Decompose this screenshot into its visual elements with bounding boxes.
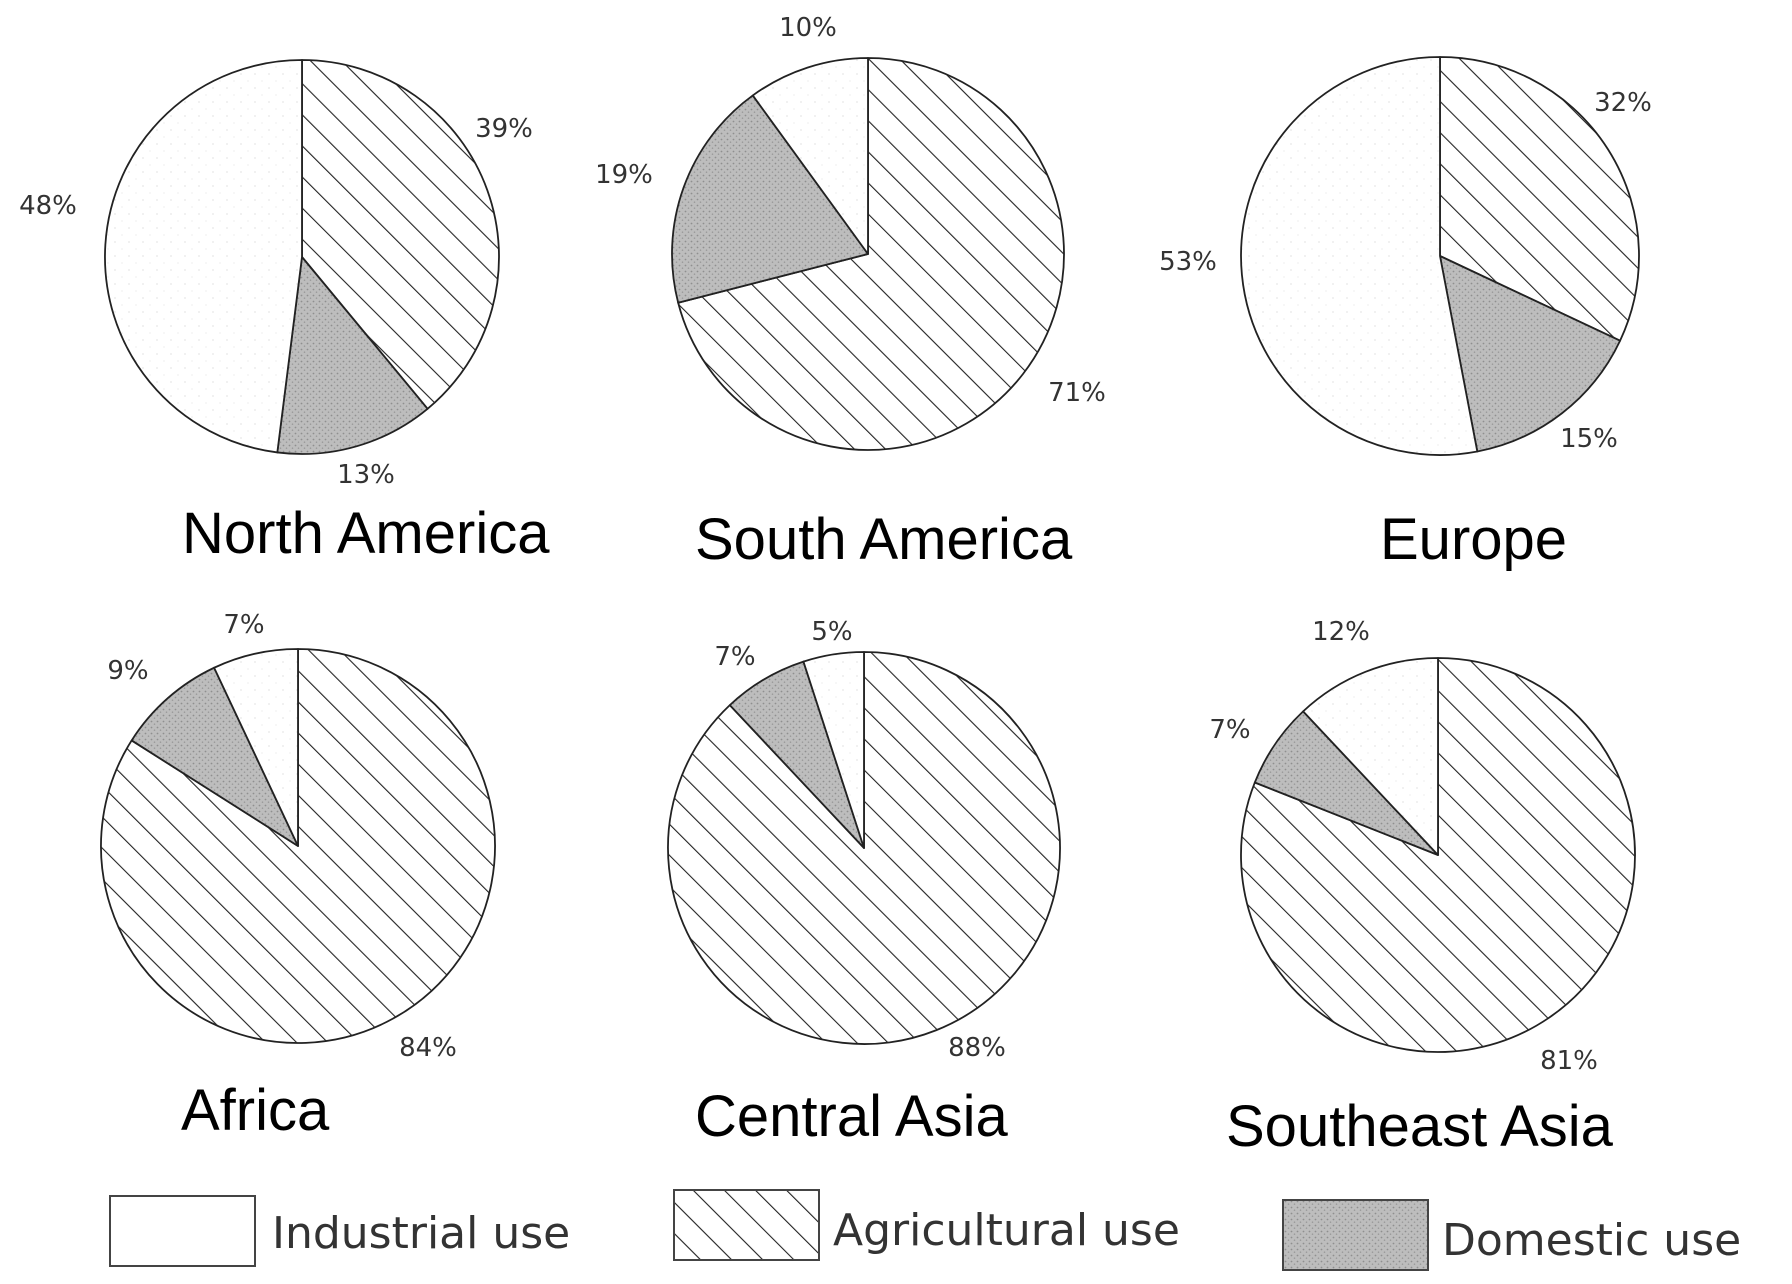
- label-agricultural: 81%: [1540, 1046, 1598, 1076]
- label-agricultural: 32%: [1594, 88, 1652, 118]
- title-central-asia: Central Asia: [695, 1084, 1008, 1149]
- label-domestic: 15%: [1560, 424, 1618, 454]
- pie-north-america: 48% 39% 13% North America: [19, 59, 550, 566]
- title-africa: Africa: [181, 1078, 330, 1143]
- legend: Industrial use Agricultural use Domestic…: [109, 1189, 1741, 1271]
- label-domestic: 19%: [595, 160, 653, 190]
- slice-agricultural: [677, 57, 1065, 451]
- pie-central-asia: 5% 88% 7% Central Asia: [667, 617, 1061, 1149]
- slice-industrial: [104, 59, 303, 454]
- label-industrial: 7%: [223, 610, 264, 640]
- slice-industrial: [213, 648, 299, 847]
- legend-swatch-industrial: [109, 1195, 256, 1267]
- pie-europe: 53% 32% 15% Europe: [1159, 56, 1652, 572]
- label-agricultural: 39%: [475, 114, 533, 144]
- slice-domestic: [1439, 255, 1621, 453]
- label-industrial: 5%: [811, 617, 852, 647]
- pie-southeast-asia: 12% 81% 7% Southeast Asia: [1209, 617, 1636, 1159]
- label-industrial: 12%: [1312, 617, 1370, 647]
- legend-label-domestic: Domestic use: [1442, 1215, 1741, 1266]
- slice-industrial: [751, 57, 869, 255]
- slice-domestic: [276, 256, 429, 455]
- legend-label-industrial: Industrial use: [272, 1208, 570, 1259]
- label-domestic: 13%: [337, 460, 395, 490]
- slice-industrial: [802, 651, 865, 849]
- label-industrial: 10%: [779, 13, 837, 43]
- label-domestic: 7%: [714, 642, 755, 672]
- label-agricultural: 71%: [1048, 378, 1106, 408]
- pie-slices: [667, 651, 1061, 1045]
- pie-slices: [671, 57, 1065, 451]
- legend-swatch-agricultural: [673, 1189, 820, 1261]
- pie-south-america: 10% 71% 19% South America: [595, 13, 1106, 572]
- label-industrial: 53%: [1159, 247, 1217, 277]
- pie-slices: [100, 648, 496, 1044]
- pie-slices: [104, 59, 500, 455]
- pie-africa: 7% 84% 9% Africa: [100, 610, 496, 1143]
- title-south-america: South America: [695, 507, 1073, 572]
- legend-label-agricultural: Agricultural use: [833, 1205, 1180, 1256]
- pie-slices: [1240, 56, 1640, 456]
- slice-domestic: [130, 666, 299, 847]
- title-europe: Europe: [1380, 507, 1567, 572]
- title-north-america: North America: [182, 501, 550, 566]
- label-agricultural: 84%: [399, 1033, 457, 1063]
- slice-industrial: [1302, 657, 1439, 856]
- label-agricultural: 88%: [948, 1033, 1006, 1063]
- legend-swatch-domestic: [1282, 1199, 1429, 1271]
- slice-agricultural: [1439, 56, 1640, 342]
- title-southeast-asia: Southeast Asia: [1226, 1094, 1614, 1159]
- pie-slices: [1240, 657, 1636, 1053]
- slice-agricultural: [301, 59, 500, 410]
- slice-domestic: [671, 94, 869, 304]
- slice-industrial: [1240, 56, 1479, 456]
- label-industrial: 48%: [19, 191, 77, 221]
- label-domestic: 9%: [107, 656, 148, 686]
- label-domestic: 7%: [1209, 715, 1250, 745]
